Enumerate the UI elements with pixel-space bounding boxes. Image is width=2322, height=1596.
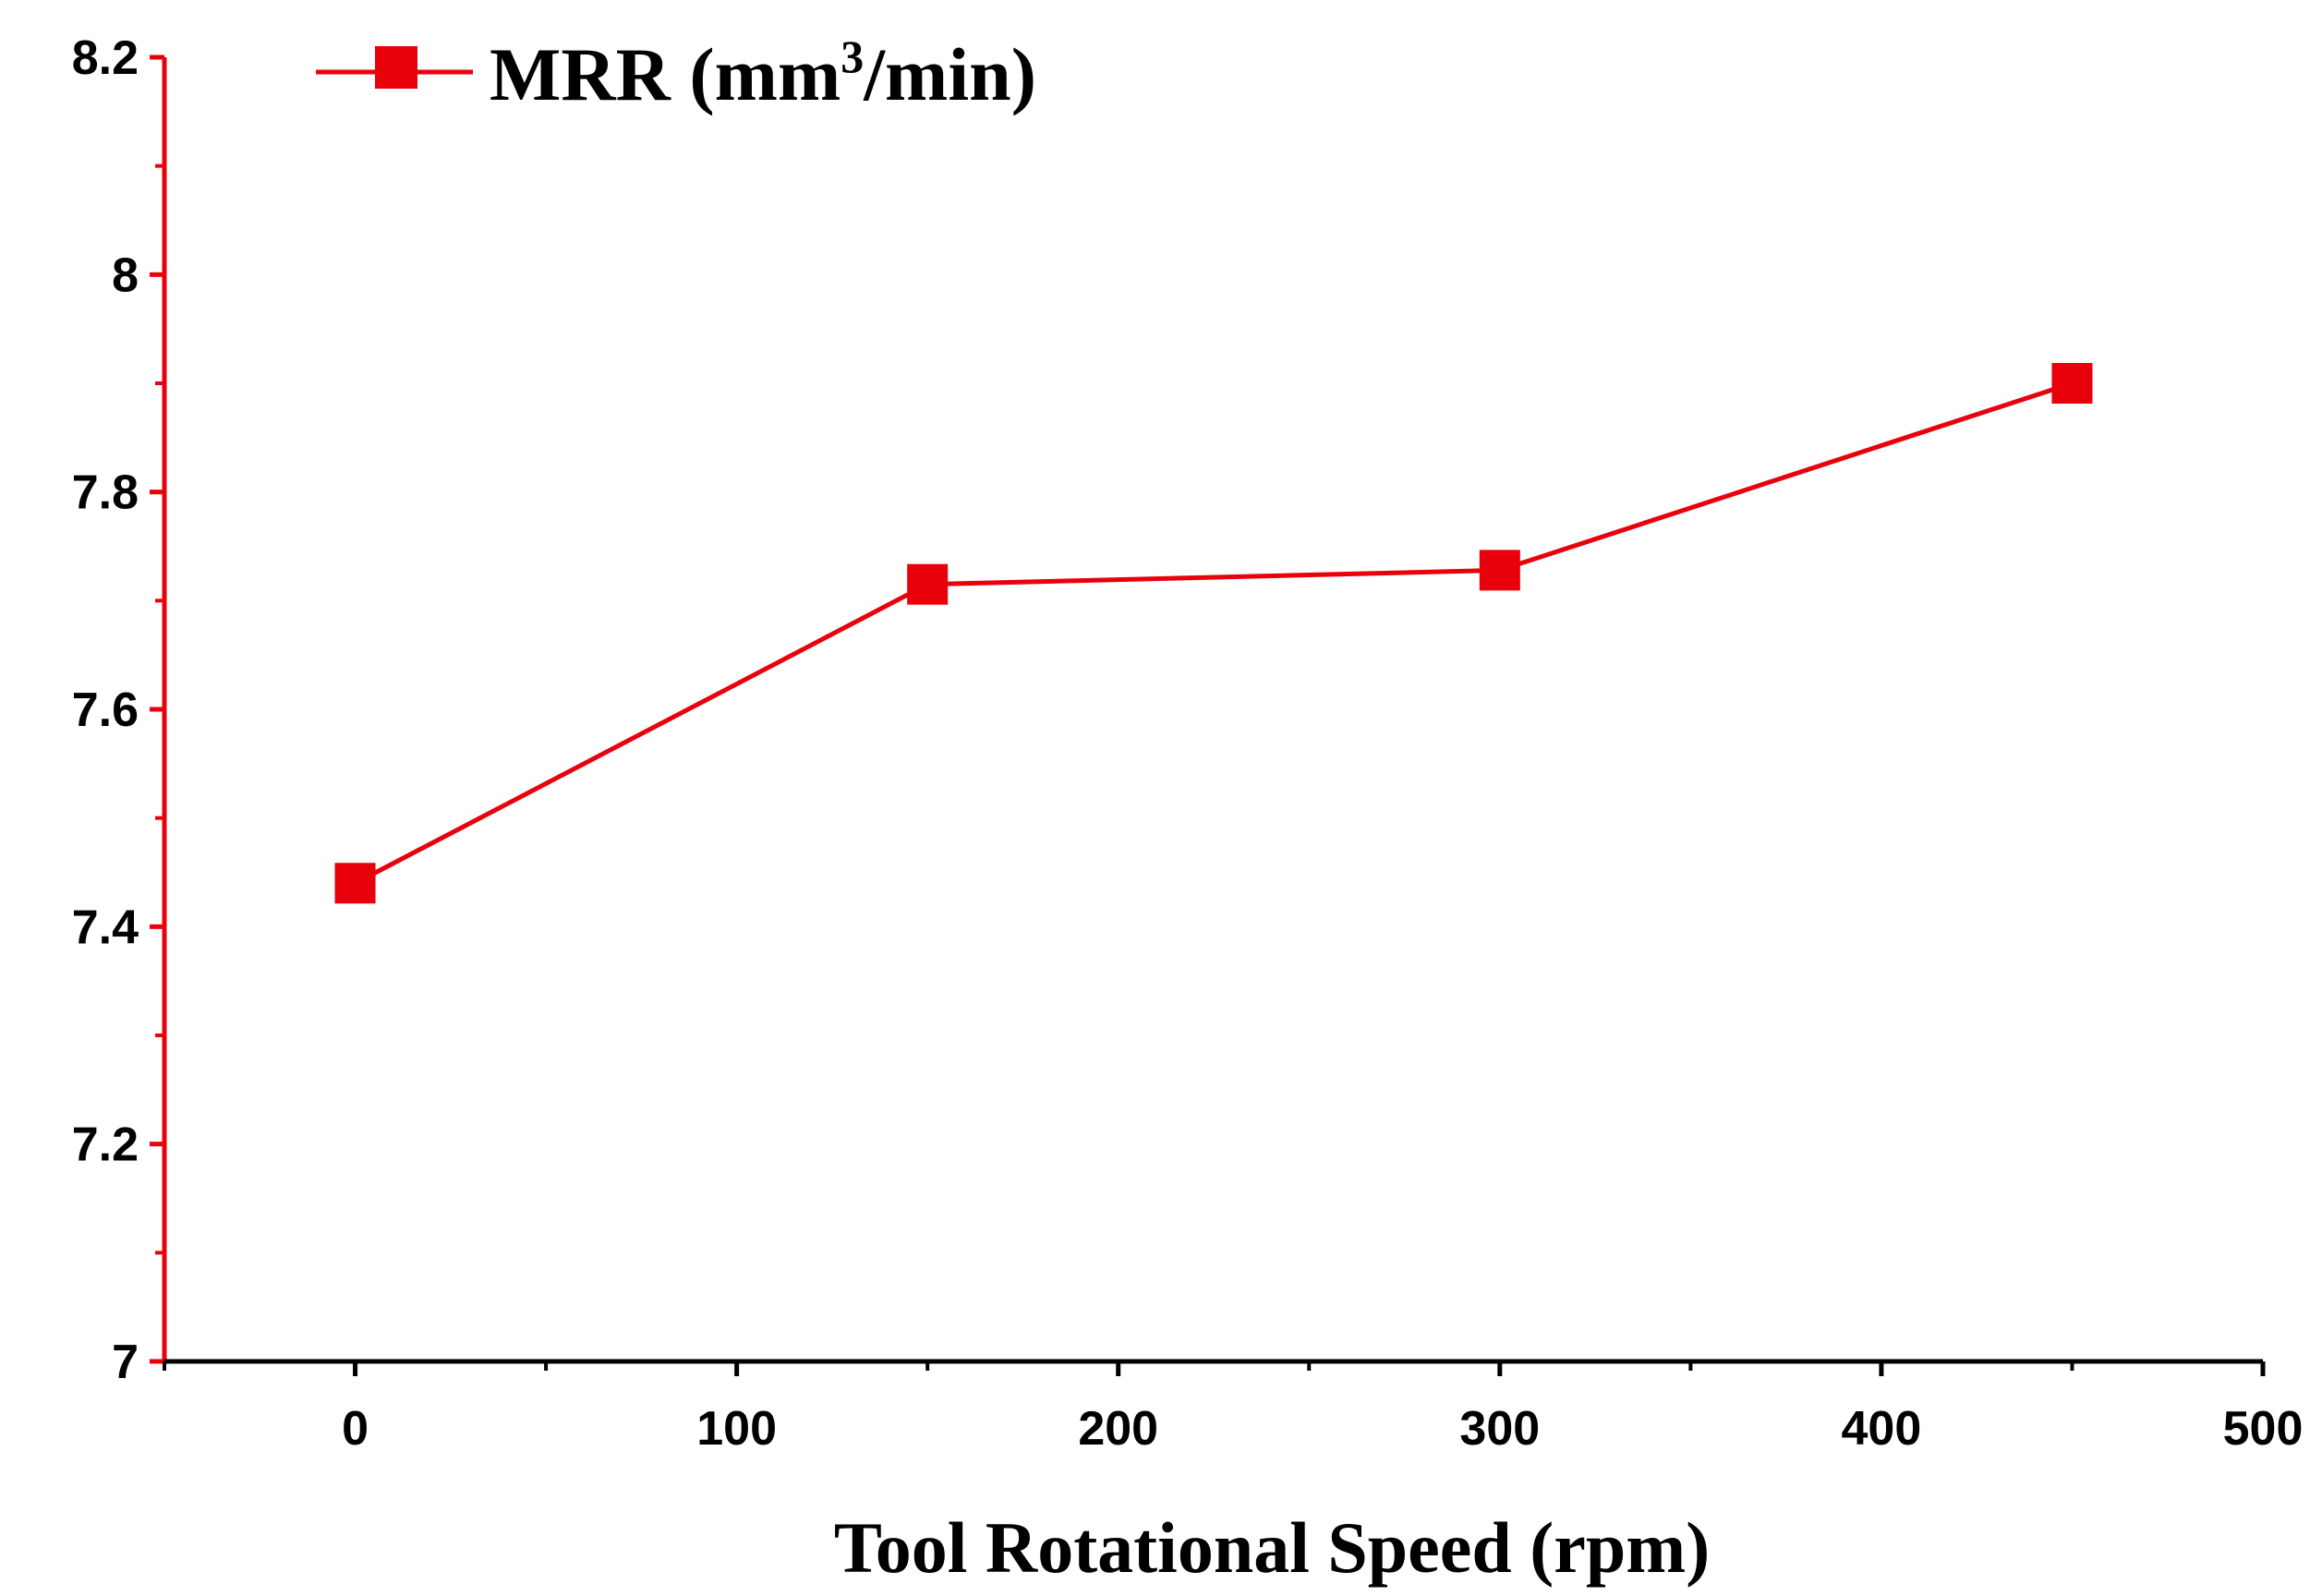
legend: MRR (mm3/min): [316, 30, 1036, 116]
x-tick-label: 100: [696, 1402, 777, 1456]
y-tick-label: 8: [112, 248, 139, 302]
axes: [162, 57, 2263, 1364]
data-point-marker: [2051, 363, 2093, 404]
legend-label-tail: /min): [863, 32, 1036, 116]
y-tick-label: 7.4: [72, 901, 139, 954]
data-point-marker: [1479, 550, 1520, 591]
series-line-segment: [927, 567, 1500, 587]
x-tick-label: 200: [1078, 1402, 1158, 1456]
x-tick-label: 300: [1459, 1402, 1540, 1456]
y-tick-label: 8.2: [72, 31, 139, 85]
x-tick-label: 400: [1842, 1402, 1922, 1456]
series-line-segment: [1499, 381, 2074, 573]
ticks: 7 7.2 7.4 7.6 7.8 8 8.2 0 100 200 300 400 500: [72, 31, 2304, 1456]
legend-marker-icon: [375, 46, 417, 89]
legend-label: MRR (mm3/min): [490, 30, 1036, 116]
x-tick-label: 0: [342, 1402, 369, 1456]
legend-label-superscript: 3: [841, 30, 864, 82]
y-tick-label: 7.8: [72, 466, 139, 520]
series-layer: [334, 363, 2093, 904]
y-tick-label: 7: [112, 1336, 139, 1389]
y-tick-label: 7.6: [72, 683, 139, 737]
data-point-marker: [907, 563, 949, 605]
x-axis-title: Tool Rotational Speed (rpm): [834, 1507, 1710, 1588]
y-tick-label: 7.2: [72, 1118, 139, 1172]
data-point-marker: [334, 863, 376, 904]
x-tick-label: 500: [2223, 1402, 2304, 1456]
legend-label-main: MRR (mm: [490, 32, 841, 116]
series-line-segment: [354, 582, 929, 886]
